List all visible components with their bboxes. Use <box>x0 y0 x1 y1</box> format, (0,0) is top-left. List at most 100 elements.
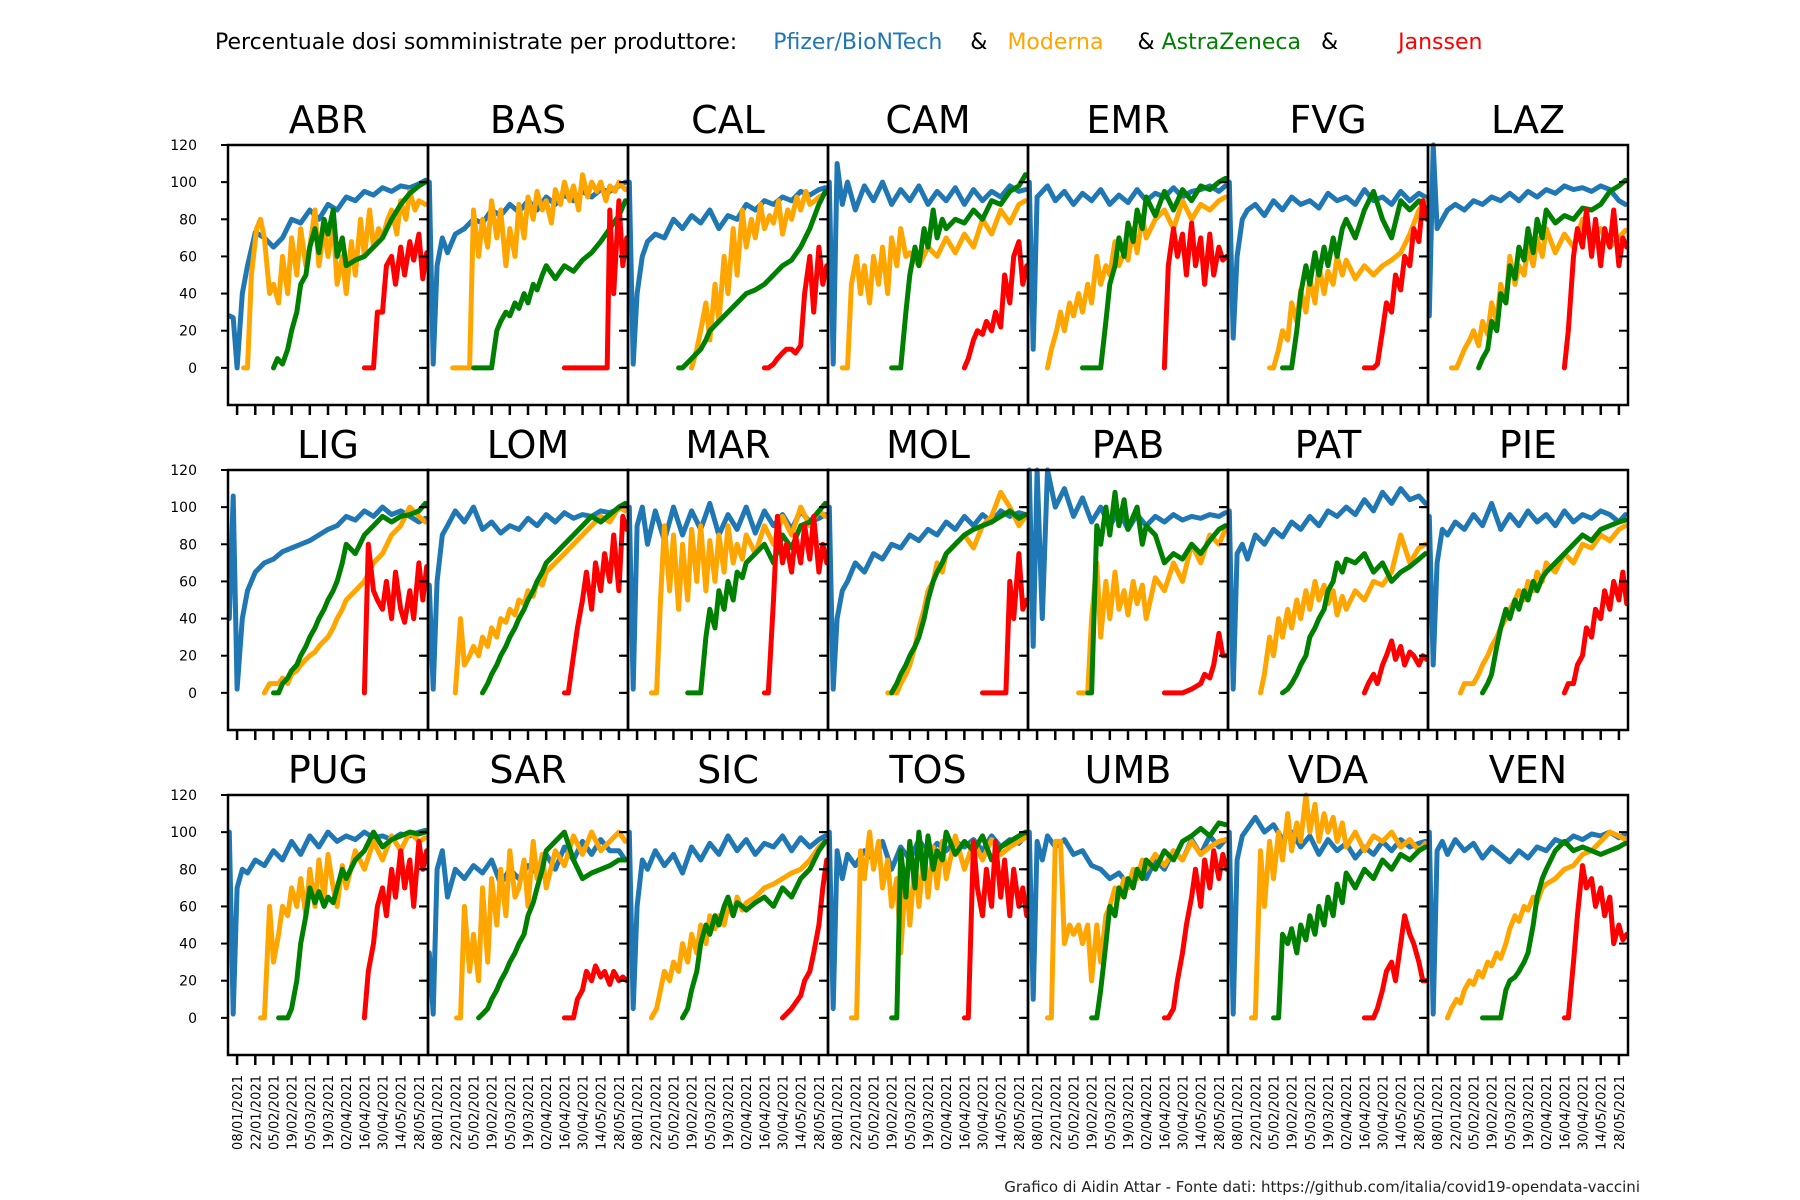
x-tick-label: 30/04/2021 <box>577 1075 592 1150</box>
series-line-janssen <box>361 838 430 1021</box>
x-tick-label: 16/04/2021 <box>1358 1075 1373 1150</box>
panel-lig: LIG 0 20 40 60 80 100 120 <box>170 423 430 740</box>
series-line-janssen <box>1561 207 1630 371</box>
panel-frame <box>1026 793 1230 1057</box>
panel-ven: VEN 08/01/2021 22/01/2021 05/02/2021 19/02/2… <box>1421 748 1630 1150</box>
series-line-moderna <box>1458 523 1628 696</box>
title-janssen: Janssen <box>1398 30 1483 55</box>
x-tick-label: 14/05/2021 <box>1595 1075 1610 1150</box>
series-line-pfizer-biontech <box>1226 179 1428 341</box>
series-line-pfizer-biontech <box>1026 179 1228 352</box>
panel-lom: LOM <box>421 423 630 740</box>
series-line-janssen <box>1161 848 1230 1021</box>
x-tick-label: 05/02/2021 <box>1268 1075 1283 1150</box>
panel-tos: TOS 08/01/2021 22/01/2021 05/02/2021 19/02/2… <box>821 748 1030 1150</box>
title-sep-3: & <box>1320 30 1339 55</box>
x-tick-label: 08/01/2021 <box>231 1075 246 1150</box>
series-line-moderna <box>848 829 1028 1021</box>
x-tick-label: 19/03/2021 <box>322 1075 337 1150</box>
panel-fvg: FVG <box>1221 98 1430 415</box>
x-tick-label: 16/04/2021 <box>1158 1075 1173 1150</box>
series-line-astrazeneca <box>1089 820 1228 1021</box>
y-tick-label: 0 <box>188 1011 197 1027</box>
x-tick-label: 14/05/2021 <box>395 1075 410 1150</box>
x-tick-label: 30/04/2021 <box>1377 1075 1392 1150</box>
panel-title: TOS <box>888 748 966 792</box>
series-line-pfizer-biontech <box>1426 500 1628 668</box>
x-tick-label: 08/01/2021 <box>1431 1075 1446 1150</box>
series-line-moderna <box>258 829 428 1021</box>
x-tick-label: 19/02/2021 <box>1486 1075 1501 1150</box>
series-line-astrazeneca <box>1280 551 1428 696</box>
y-tick-label: 100 <box>170 500 197 516</box>
x-tick-label: 05/02/2021 <box>268 1075 283 1150</box>
y-tick-label: 0 <box>188 686 197 702</box>
y-tick-label: 80 <box>179 212 197 228</box>
x-tick-label: 19/02/2021 <box>1286 1075 1301 1150</box>
y-tick-label: 120 <box>170 138 197 154</box>
panel-sar: SAR 08/01/2021 22/01/2021 05/02/2021 19/02/2… <box>421 748 630 1150</box>
x-tick-label: 19/03/2021 <box>1122 1075 1137 1150</box>
series-line-janssen <box>1361 913 1430 1021</box>
x-tick-label: 05/02/2021 <box>1468 1075 1483 1150</box>
panel-frame <box>1026 143 1230 407</box>
y-tick-label: 100 <box>170 175 197 191</box>
title-pfizer: Pfizer/BioNTech <box>773 30 943 55</box>
series-line-moderna <box>885 489 1028 696</box>
x-tick-label: 22/01/2021 <box>249 1075 264 1150</box>
x-tick-label: 02/04/2021 <box>1140 1075 1155 1150</box>
panel-title: MOL <box>886 423 970 467</box>
x-tick-label: 28/05/2021 <box>613 1075 628 1150</box>
x-tick-label: 14/05/2021 <box>995 1075 1010 1150</box>
x-tick-label: 28/05/2021 <box>1613 1075 1628 1150</box>
x-tick-label: 22/01/2021 <box>849 1075 864 1150</box>
panel-cal: CAL <box>621 98 830 415</box>
x-tick-label: 02/04/2021 <box>1340 1075 1355 1150</box>
series-line-janssen <box>780 857 830 1021</box>
x-tick-label: 30/04/2021 <box>1577 1075 1592 1150</box>
x-tick-label: 08/01/2021 <box>1031 1075 1046 1150</box>
series-line-moderna <box>689 188 828 371</box>
x-tick-label: 02/04/2021 <box>340 1075 355 1150</box>
series-line-moderna <box>648 838 828 1021</box>
series-line-moderna <box>1445 829 1628 1021</box>
series-line-pfizer-biontech <box>1226 486 1428 692</box>
y-tick-label: 80 <box>179 862 197 878</box>
series-line-pfizer-biontech <box>226 177 428 371</box>
x-tick-label: 19/03/2021 <box>1522 1075 1537 1150</box>
panel-title: CAM <box>885 98 970 142</box>
panel-title: SAR <box>489 748 566 792</box>
series-line-janssen <box>961 838 1030 1021</box>
x-tick-label: 05/02/2021 <box>468 1075 483 1150</box>
series-line-astrazeneca <box>1080 175 1228 371</box>
series-line-janssen <box>961 239 1030 371</box>
series-line-janssen <box>1561 863 1630 1021</box>
series-line-janssen <box>1161 630 1230 696</box>
x-tick-label: 19/03/2021 <box>1322 1075 1337 1150</box>
x-tick-label: 22/01/2021 <box>649 1075 664 1150</box>
series-line-pfizer-biontech <box>1426 142 1628 319</box>
series-line-moderna <box>1258 532 1428 696</box>
series-line-moderna <box>450 172 628 371</box>
series-line-janssen <box>980 551 1030 696</box>
series-line-janssen <box>761 244 830 371</box>
x-tick-label: 30/04/2021 <box>377 1075 392 1150</box>
y-tick-label: 20 <box>179 649 197 665</box>
panel-title: UMB <box>1085 748 1172 792</box>
series-line-pfizer-biontech <box>626 829 828 1012</box>
series-line-pfizer-biontech <box>826 161 1028 367</box>
x-tick-label: 14/05/2021 <box>595 1075 610 1150</box>
series-line-astrazeneca <box>676 188 828 371</box>
panel-title: PUG <box>288 748 368 792</box>
x-tick-label: 30/04/2021 <box>777 1075 792 1150</box>
y-tick-label: 40 <box>179 287 197 303</box>
title-moderna: Moderna <box>1007 30 1104 55</box>
panel-emr: EMR <box>1021 98 1230 415</box>
panel-title: VDA <box>1288 748 1369 792</box>
panel-title: PAT <box>1295 423 1363 467</box>
y-tick-label: 20 <box>179 974 197 990</box>
x-tick-label: 05/02/2021 <box>1068 1075 1083 1150</box>
x-tick-label: 08/01/2021 <box>431 1075 446 1150</box>
panel-title: LOM <box>487 423 570 467</box>
